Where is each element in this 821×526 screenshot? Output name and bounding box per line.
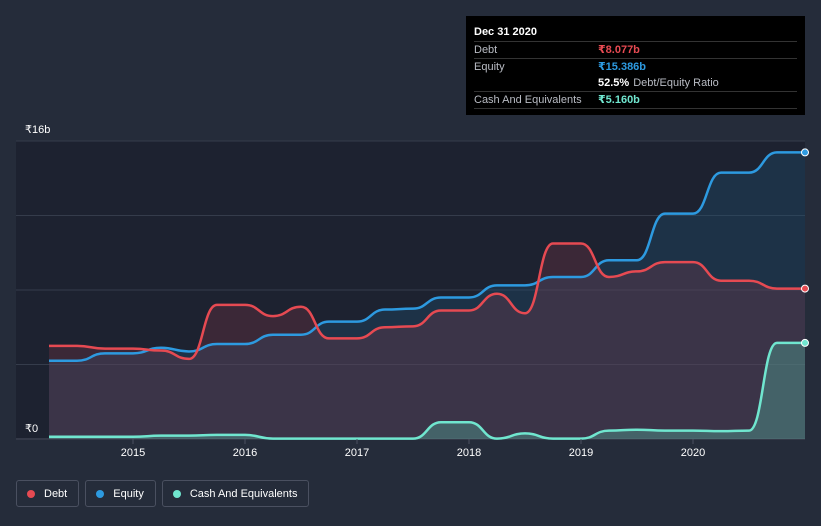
tooltip-equity-label: Equity [474,61,505,73]
series-end-dots [801,148,809,347]
tooltip-ratio-value: 52.5% [598,77,630,89]
legend-cash-dot-icon [172,489,181,498]
debt-end-dot [801,284,809,293]
legend-debt-dot-icon [27,489,35,498]
gridlines [16,140,805,440]
x-tick-label: 2018 [457,447,481,459]
legend-debt-toggle[interactable]: Debt [16,480,80,507]
x-tick-label: 2017 [345,447,369,459]
tooltip-debt-label: Debt [474,44,498,56]
series-areas [49,152,805,440]
legend-cash-label: Cash And Equivalents [189,487,298,500]
x-tick-label: 2015 [121,447,145,459]
debt-area [49,243,805,439]
y-axis-top-label: ₹16b [25,124,50,136]
debt-line [49,242,805,361]
legend-equity-label: Equity [113,487,144,500]
legend: Debt Equity Cash And Equivalents [16,480,310,507]
series-lines [49,151,805,440]
legend-equity-toggle[interactable]: Equity [85,480,156,507]
tooltip-debt-row: Debt ₹8.077b [474,41,797,58]
equity-line [49,151,805,363]
tooltip-equity-row: Equity ₹15.386b [474,58,797,75]
tooltip-cash-value: ₹5.160b [598,94,640,106]
x-tick-label: 2016 [233,447,257,459]
tooltip: Dec 31 2020 Debt ₹8.077b Equity ₹15.386b… [466,16,805,115]
equity-area [49,152,805,440]
legend-debt-label: Debt [44,487,68,500]
y-axis-zero-label: ₹0 [25,423,38,435]
tooltip-cash-row: Cash And Equivalents ₹5.160b [474,91,797,109]
x-tick-label: 2019 [569,447,593,459]
tooltip-date: Dec 31 2020 [474,26,537,38]
tooltip-debt-value: ₹8.077b [598,44,640,56]
tooltip-ratio-label: Debt/Equity Ratio [633,77,719,89]
cash-line [49,341,805,440]
equity-end-dot [801,148,809,157]
x-tick-label: 2020 [681,447,705,459]
tooltip-equity-value: ₹15.386b [598,61,647,73]
cash-end-dot [801,338,809,347]
legend-equity-dot-icon [96,489,105,498]
tooltip-cash-label: Cash And Equivalents [474,94,582,106]
x-axis-ticks: 2015 2016 2017 2018 2019 2020 [121,439,705,459]
legend-cash-toggle[interactable]: Cash And Equivalents [161,480,310,507]
tooltip-ratio-row: 52.5% Debt/Equity Ratio [474,75,797,91]
